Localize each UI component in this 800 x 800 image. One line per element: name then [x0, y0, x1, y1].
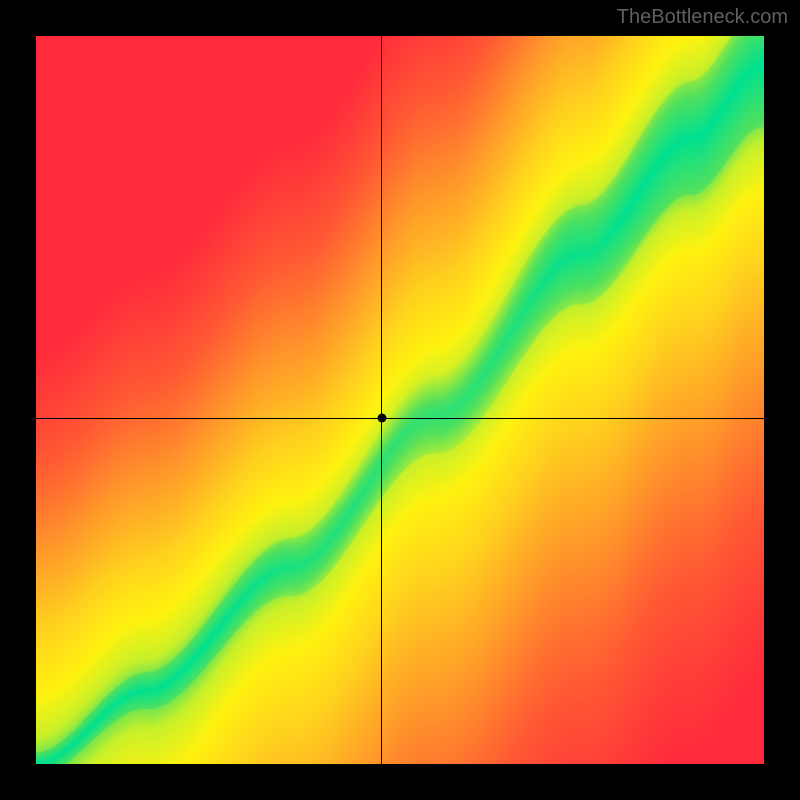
crosshair-horizontal: [36, 418, 764, 419]
chart-container: TheBottleneck.com: [0, 0, 800, 800]
watermark-text: TheBottleneck.com: [617, 6, 788, 29]
heatmap-canvas: [36, 36, 764, 764]
plot-area: [36, 36, 764, 764]
crosshair-marker-dot: [377, 414, 386, 423]
crosshair-vertical: [381, 36, 382, 764]
